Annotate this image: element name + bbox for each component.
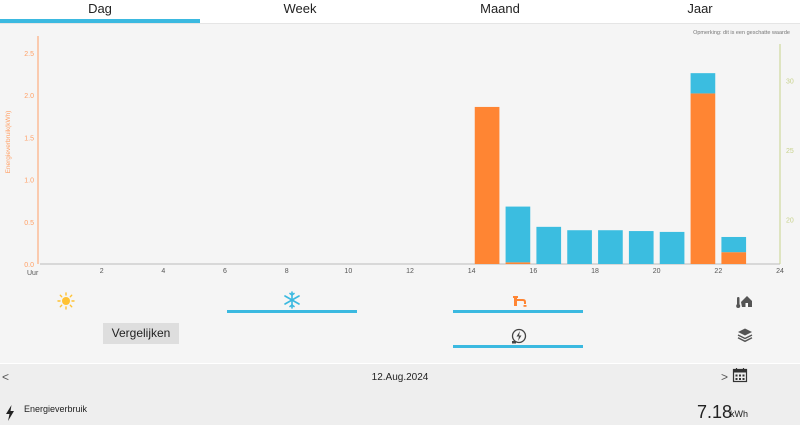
summary-label: Energieverbruik [24, 404, 88, 414]
water-tap-icon[interactable] [509, 291, 529, 311]
bar-hour-23 [721, 252, 747, 264]
y-axis-title: Energieverbruik(kWh) [5, 111, 12, 174]
x-tick-label: 12 [406, 268, 414, 275]
compare-button[interactable]: Vergelijken [103, 323, 179, 344]
bar-hour-19 [598, 230, 623, 264]
x-tick-label: 6 [223, 268, 227, 275]
tab-month[interactable]: Maand [480, 1, 520, 16]
bar-hour-15 [474, 106, 500, 264]
x-tick-label: 22 [714, 268, 722, 275]
y-tick-label: 2.5 [24, 51, 34, 58]
y-tick-label: 0.0 [24, 262, 34, 269]
house-temperature-icon[interactable] [734, 291, 754, 311]
x-tick-label: 2 [100, 268, 104, 275]
x-tick-label: 10 [344, 268, 352, 275]
current-date: 12.Aug.2024 [371, 372, 429, 383]
period-tabs: Dag Week Maand Jaar [0, 0, 800, 24]
sun-icon[interactable] [56, 291, 76, 311]
tab-year[interactable]: Jaar [687, 1, 713, 16]
bar-hour-18 [567, 230, 592, 264]
energy-meter-icon[interactable] [509, 326, 529, 346]
tab-day[interactable]: Dag [0, 0, 200, 24]
previous-day-button[interactable]: < [2, 370, 10, 384]
y-tick-label: 1.0 [24, 178, 34, 185]
y2-tick-label: 25 [786, 148, 794, 155]
energy-summary: Energieverbruik 7.18 kWh [0, 392, 800, 425]
x-tick-label: 24 [776, 268, 784, 275]
tap-selected-indicator [453, 310, 583, 313]
total-consumption: 7.18 [696, 402, 732, 422]
energy-chart: 0.0 0.5 1.0 1.5 2.0 2.5 20 25 30 Energieverbruik(… [5, 30, 794, 277]
total-unit: kWh [730, 409, 748, 419]
bar-hour-21 [659, 231, 685, 264]
x-axis-unit: Uur [27, 270, 39, 277]
tabs-divider [0, 23, 800, 24]
bar-hour-23 [721, 236, 747, 253]
y-tick-label: 1.5 [24, 135, 34, 142]
bar-hour-20 [628, 231, 654, 264]
estimate-note: Opmerking: dit is een geschatte waarde [693, 30, 790, 36]
bar-hour-16 [505, 262, 531, 264]
x-tick-label: 18 [591, 268, 599, 275]
layers-icon[interactable] [735, 324, 755, 344]
bar-hour-22 [690, 93, 716, 264]
energy-selected-indicator [453, 345, 583, 348]
x-tick-label: 20 [653, 268, 661, 275]
next-day-button[interactable]: > [721, 370, 729, 384]
y-tick-label: 2.0 [24, 93, 34, 100]
tab-week[interactable]: Week [283, 1, 317, 16]
bar-hour-17 [536, 226, 562, 264]
x-tick-label: 8 [285, 268, 289, 275]
date-navigation: < 12.Aug.2024 > [0, 364, 800, 392]
calendar-icon[interactable] [731, 366, 749, 384]
x-tick-label: 4 [161, 268, 165, 275]
bar-hour-22 [690, 73, 716, 94]
bar-hour-16 [505, 206, 531, 263]
category-icons: Vergelijken [0, 283, 800, 363]
snowflake-icon[interactable] [282, 290, 302, 310]
y2-tick-label: 20 [786, 218, 794, 225]
lightning-icon [4, 404, 16, 422]
y-tick-label: 0.5 [24, 220, 34, 227]
x-tick-label: 14 [468, 268, 476, 275]
chart-panel: 0.0 0.5 1.0 1.5 2.0 2.5 20 25 30 Energieverbruik(… [0, 24, 800, 283]
y2-tick-label: 30 [786, 78, 794, 85]
x-tick-label: 16 [529, 268, 537, 275]
snowflake-selected-indicator [227, 310, 357, 313]
